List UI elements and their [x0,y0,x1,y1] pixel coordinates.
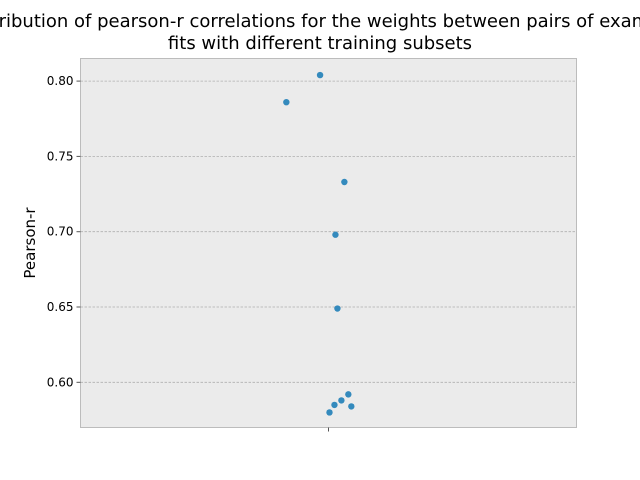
chart-title: Distribution of pearson-r correlations f… [0,11,640,54]
y-tick-label: 0.65 [47,300,74,314]
scatter-point [334,305,341,312]
scatter-point [331,401,338,409]
scatter-point [348,403,355,410]
scatter-point [283,98,290,106]
y-axis: 0.60 0.65 0.70 0.75 0.80 [47,74,81,389]
y-tick-label: 0.80 [47,74,74,88]
scatter-point [332,231,339,238]
y-tick-label: 0.60 [47,375,74,389]
data-points [283,71,355,416]
y-axis-label: Pearson-r [21,207,39,279]
grid [80,80,577,383]
scatter-point [316,71,324,79]
chart-title-line-2: fits with different training subsets [168,33,472,54]
y-tick-label: 0.70 [47,225,74,239]
chart-title-line-1: Distribution of pearson-r correlations f… [0,11,640,32]
scatter-point [326,409,333,416]
scatter-point [341,178,348,186]
scatter-point [345,391,352,398]
y-tick-label: 0.75 [47,149,74,163]
scatter-point [338,397,345,404]
plot-area [80,58,577,428]
